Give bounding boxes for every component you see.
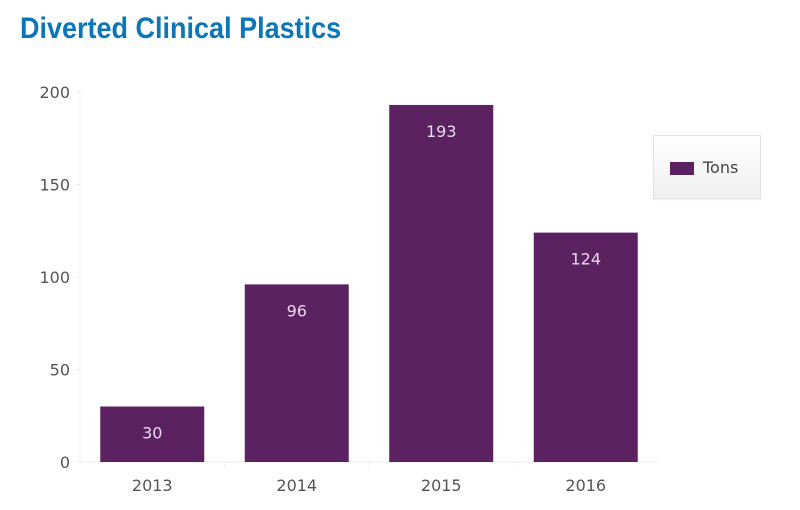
data-label-2014: 96 <box>287 301 307 320</box>
chart-title: Diverted Clinical Plastics <box>20 12 342 45</box>
x-axis: 2013 2014 2015 2016 <box>132 462 606 495</box>
bar-series <box>100 104 638 463</box>
y-tick-label: 150 <box>39 176 70 195</box>
bar-2015[interactable] <box>389 104 494 462</box>
y-tick-label: 0 <box>60 453 70 472</box>
data-label-2016: 124 <box>570 250 601 269</box>
x-tick-label-2016: 2016 <box>565 476 606 495</box>
legend-label-tons: Tons <box>703 158 739 177</box>
y-tick-label: 200 <box>39 83 70 102</box>
bar-2016[interactable] <box>533 232 638 462</box>
y-axis: 0 50 100 150 200 <box>39 83 80 472</box>
data-labels: 30 96 193 124 <box>142 122 601 443</box>
data-label-2015: 193 <box>426 122 457 141</box>
legend-swatch <box>670 162 694 175</box>
y-tick-label: 100 <box>39 268 70 287</box>
x-tick-label-2014: 2014 <box>276 476 317 495</box>
legend[interactable]: Tons <box>653 135 761 199</box>
y-tick-label: 50 <box>50 361 70 380</box>
bar-2013[interactable] <box>100 406 205 463</box>
x-tick-label-2015: 2015 <box>421 476 462 495</box>
bar-2014[interactable] <box>244 284 349 462</box>
x-tick-label-2013: 2013 <box>132 476 173 495</box>
data-label-2013: 30 <box>142 424 162 443</box>
